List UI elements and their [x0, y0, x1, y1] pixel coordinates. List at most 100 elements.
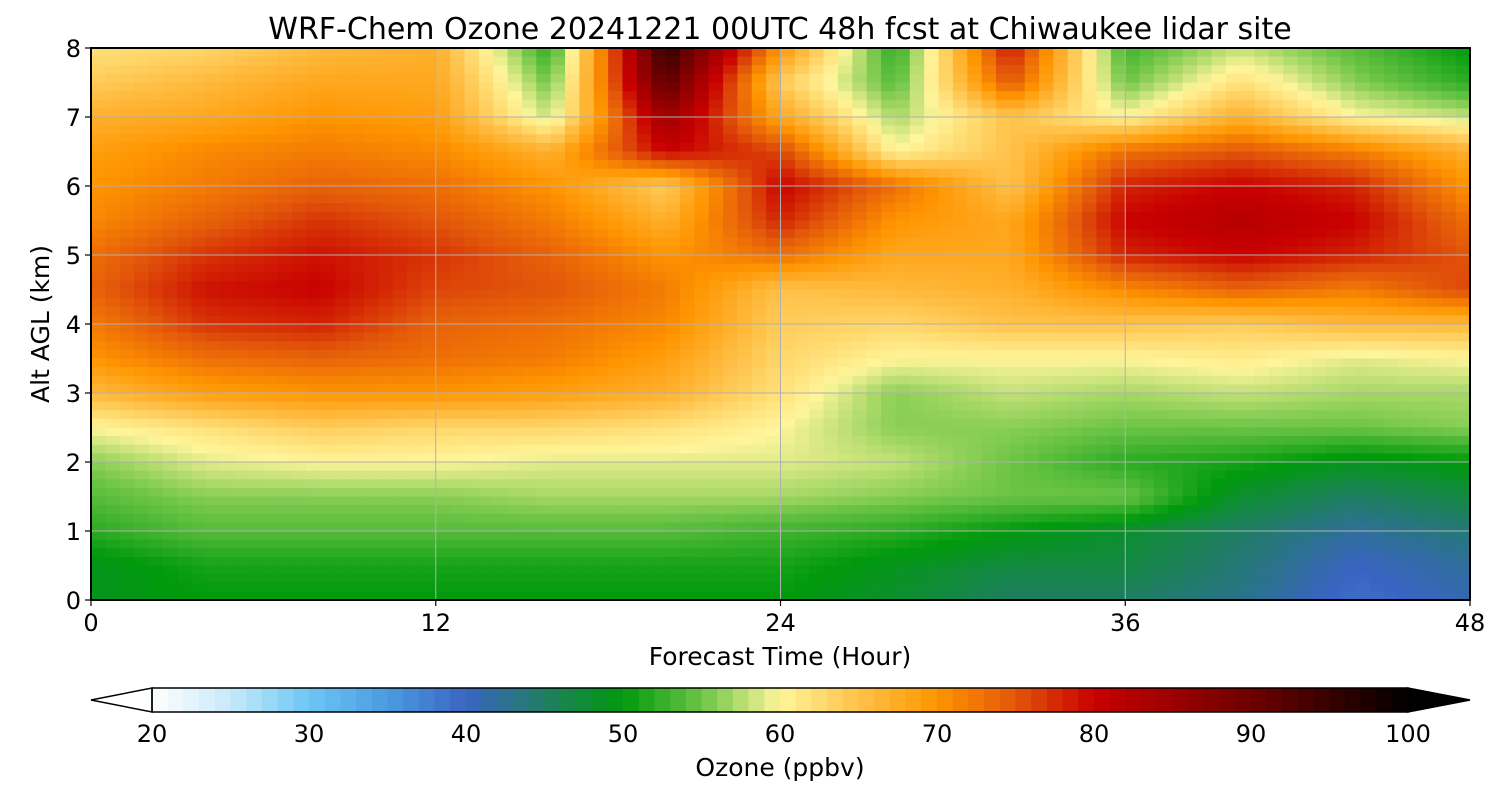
field-cell: [909, 237, 925, 247]
field-cell: [234, 65, 250, 75]
field-cell: [1412, 194, 1428, 204]
field-cell: [565, 280, 580, 291]
field-cell: [1326, 341, 1342, 351]
field-cell: [1455, 410, 1471, 420]
field-cell: [1283, 229, 1299, 239]
field-cell: [320, 82, 336, 92]
field-cell: [105, 125, 121, 135]
field-cell: [1125, 255, 1141, 265]
field-cell: [205, 453, 221, 463]
field-cell: [1340, 125, 1356, 135]
field-cell: [852, 341, 868, 351]
field-cell: [1110, 444, 1126, 454]
field-cell: [794, 384, 810, 394]
field-cell: [1197, 255, 1213, 265]
field-cell: [608, 479, 624, 489]
field-cell: [967, 229, 983, 239]
field-cell: [1311, 487, 1327, 498]
field-cell: [1168, 384, 1184, 394]
field-cell: [507, 298, 523, 308]
field-cell: [852, 255, 868, 265]
field-cell: [809, 134, 825, 144]
field-cell: [780, 220, 796, 230]
field-cell: [895, 401, 911, 411]
field-cell: [1268, 384, 1284, 394]
field-cell: [1082, 358, 1098, 368]
field-cell: [550, 91, 566, 101]
field-cell: [134, 280, 150, 291]
field-cell: [723, 151, 738, 161]
field-cell: [335, 272, 351, 282]
field-cell: [909, 470, 925, 480]
field-cell: [148, 117, 164, 127]
field-cell: [162, 453, 178, 463]
field-cell: [148, 470, 164, 480]
field-cell: [608, 289, 624, 299]
field-cell: [521, 479, 537, 489]
field-cell: [981, 168, 997, 178]
field-cell: [1096, 117, 1112, 127]
field-cell: [881, 246, 897, 256]
field-cell: [924, 427, 940, 437]
field-cell: [708, 91, 724, 101]
field-cell: [593, 332, 609, 342]
field-cell: [1024, 229, 1040, 239]
field-cell: [766, 211, 782, 222]
field-cell: [1311, 142, 1327, 153]
field-cell: [952, 306, 968, 316]
field-cell: [1283, 272, 1299, 282]
field-cell: [1268, 453, 1284, 463]
field-cell: [134, 56, 150, 66]
field-cell: [967, 203, 983, 213]
field-cell: [263, 401, 279, 411]
field-cell: [1297, 211, 1313, 222]
field-cell: [895, 410, 911, 420]
field-cell: [1455, 444, 1471, 454]
field-cell: [1268, 177, 1284, 187]
field-cell: [1441, 280, 1457, 291]
field-cell: [751, 108, 767, 118]
field-cell: [1067, 341, 1083, 351]
field-cell: [1398, 470, 1414, 480]
field-cell: [1082, 125, 1098, 135]
field-cell: [823, 160, 839, 170]
field-cell: [91, 496, 106, 506]
field-cell: [981, 237, 997, 247]
field-cell: [119, 470, 135, 480]
field-cell: [205, 341, 221, 351]
field-cell: [723, 108, 738, 118]
field-cell: [909, 349, 925, 360]
field-cell: [349, 91, 365, 101]
field-cell: [1240, 410, 1256, 420]
field-cell: [1326, 306, 1342, 316]
field-cell: [1211, 48, 1227, 58]
field-cell: [694, 306, 710, 316]
field-cell: [1153, 117, 1169, 127]
field-cell: [1240, 220, 1256, 230]
field-cell: [608, 168, 624, 178]
field-cell: [651, 280, 667, 291]
field-cell: [349, 367, 365, 377]
field-cell: [550, 151, 566, 161]
field-cell: [1139, 73, 1155, 84]
field-cell: [809, 298, 825, 308]
field-cell: [593, 315, 609, 325]
field-cell: [967, 384, 983, 394]
field-cell: [1010, 134, 1026, 144]
field-cell: [737, 349, 753, 360]
field-cell: [148, 487, 164, 498]
field-cell: [1153, 108, 1169, 118]
field-cell: [134, 73, 150, 84]
field-cell: [1268, 358, 1284, 368]
field-cell: [177, 186, 193, 196]
field-cell: [1024, 99, 1040, 109]
field-cell: [995, 436, 1011, 446]
field-cell: [1268, 91, 1284, 101]
field-cell: [1355, 444, 1371, 454]
field-cell: [363, 246, 379, 256]
field-cell: [234, 375, 250, 385]
field-cell: [679, 108, 695, 118]
field-cell: [608, 418, 624, 429]
field-cell: [191, 108, 207, 118]
field-cell: [1067, 280, 1083, 291]
